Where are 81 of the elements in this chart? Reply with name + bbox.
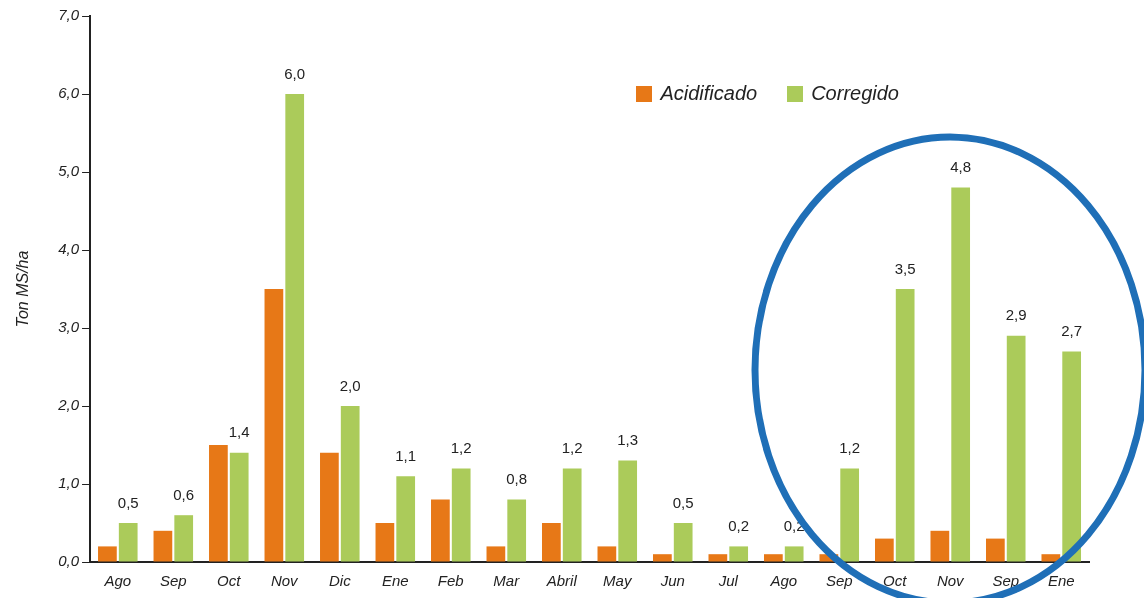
bar	[507, 499, 527, 562]
data-label: 1,3	[617, 431, 639, 449]
y-tick-label: 4,0	[58, 240, 80, 258]
bar	[396, 476, 416, 562]
y-tick-label: 7,0	[58, 6, 80, 24]
x-tick-label: Oct	[883, 572, 908, 590]
y-tick-label: 6,0	[58, 84, 80, 102]
y-tick-label: 5,0	[58, 162, 80, 180]
data-label: 1,1	[395, 446, 417, 464]
bar	[764, 554, 783, 562]
x-tick-label: Jul	[717, 572, 739, 590]
bar	[729, 546, 749, 562]
data-label: 0,5	[117, 493, 139, 511]
data-label: 0,5	[672, 493, 694, 511]
bar	[985, 538, 1005, 562]
legend-label: Acidificado	[660, 82, 758, 105]
bar	[174, 515, 194, 562]
x-tick-label: Ago	[769, 572, 798, 590]
bar	[98, 546, 117, 562]
legend-label: Corregido	[811, 82, 899, 105]
bar	[1006, 335, 1026, 562]
bar	[840, 468, 860, 562]
data-label: 2,9	[1005, 306, 1027, 324]
data-label: 3,5	[894, 259, 916, 277]
data-label: 1,2	[839, 439, 861, 457]
x-tick-label: Oct	[217, 572, 242, 590]
bar	[653, 554, 672, 562]
bar	[930, 530, 950, 562]
bar	[229, 452, 249, 562]
data-label: 0,2	[728, 517, 750, 535]
bar	[708, 554, 728, 562]
x-tick-label: Mar	[493, 572, 521, 590]
bar	[542, 523, 561, 562]
y-axis-title: Ton MS/ha	[14, 250, 32, 328]
bar	[673, 523, 693, 562]
data-label: 1,2	[561, 439, 583, 457]
x-tick-label: Sep	[825, 572, 853, 590]
x-tick-label: Ene	[1047, 572, 1075, 590]
bar	[320, 452, 339, 562]
x-tick-label: Nov	[270, 572, 300, 590]
data-label: 2,0	[339, 376, 361, 394]
bar	[951, 187, 971, 562]
bar	[451, 468, 471, 562]
y-tick-label: 0,0	[58, 552, 80, 570]
x-tick-label: Sep	[159, 572, 187, 590]
y-tick-label: 1,0	[58, 474, 80, 492]
y-tick-label: 2,0	[57, 396, 80, 414]
bar	[486, 546, 506, 562]
data-label: 0,6	[173, 485, 195, 503]
bar	[562, 468, 582, 562]
x-tick-label: Ago	[103, 572, 132, 590]
bar	[1041, 554, 1061, 562]
data-label: 6,0	[284, 64, 306, 82]
data-label: 1,4	[228, 423, 250, 441]
data-label: 2,7	[1061, 322, 1083, 340]
x-tick-label: Dic	[328, 572, 352, 590]
x-tick-label: Sep	[992, 572, 1020, 590]
bar	[1062, 351, 1082, 562]
bar	[264, 289, 284, 562]
x-tick-label: Nov	[936, 572, 966, 590]
x-tick-label: Jun	[659, 572, 685, 590]
bar	[340, 406, 360, 562]
bar	[209, 445, 228, 562]
bar	[618, 460, 638, 562]
bar	[597, 546, 617, 562]
bar	[895, 289, 915, 562]
bar	[431, 499, 450, 562]
x-tick-label: Feb	[437, 572, 464, 590]
x-tick-label: May	[603, 572, 633, 590]
data-label: 1,2	[450, 439, 472, 457]
bar	[118, 523, 138, 562]
bar	[285, 94, 305, 562]
data-label: 0,8	[506, 470, 528, 488]
bar	[784, 546, 804, 562]
x-tick-label: Ene	[381, 572, 409, 590]
bar	[874, 538, 894, 562]
y-tick-label: 3,0	[58, 318, 80, 336]
bar	[375, 523, 395, 562]
bar	[153, 530, 173, 562]
data-label: 4,8	[950, 158, 972, 176]
x-tick-label: Abril	[545, 572, 578, 590]
